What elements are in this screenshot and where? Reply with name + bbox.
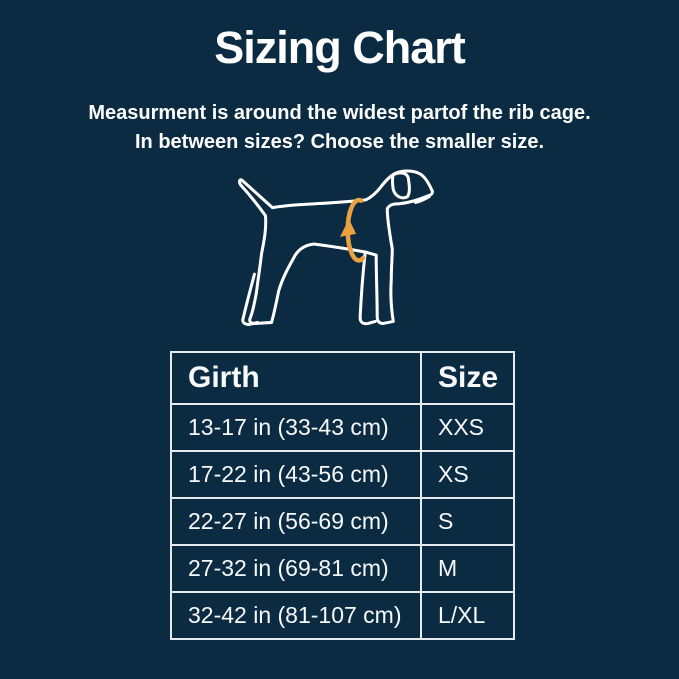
page-title: Sizing Chart — [214, 22, 466, 73]
subtitle-line-1: Measurment is around the widest partof t… — [88, 102, 591, 124]
subtitle-line-2: In between sizes? Choose the smaller siz… — [134, 131, 545, 153]
dog-far-hind-leg — [241, 272, 259, 326]
size-table-header-row: Girth Size — [170, 351, 515, 405]
size-cell: XS — [420, 450, 515, 499]
dog-outline-icon — [238, 169, 435, 325]
girth-cell: 27-32 in (69-81 cm) — [170, 544, 422, 593]
size-cell: XXS — [420, 403, 515, 452]
table-row: 32-42 in (81-107 cm) L/XL — [170, 591, 515, 640]
size-table-header-girth: Girth — [170, 351, 422, 405]
size-table-header-size: Size — [420, 351, 515, 405]
size-cell: S — [420, 497, 515, 546]
table-row: 13-17 in (33-43 cm) XXS — [170, 403, 515, 452]
table-row: 22-27 in (56-69 cm) S — [170, 497, 515, 546]
size-table: Girth Size 13-17 in (33-43 cm) XXS 17-22… — [170, 351, 515, 640]
girth-cell: 13-17 in (33-43 cm) — [170, 403, 422, 452]
dog-girth-illustration — [238, 169, 435, 326]
girth-cell: 17-22 in (43-56 cm) — [170, 450, 422, 499]
girth-cell: 32-42 in (81-107 cm) — [170, 591, 422, 640]
size-cell: L/XL — [420, 591, 515, 640]
table-row: 27-32 in (69-81 cm) M — [170, 544, 515, 593]
dog-ear — [391, 171, 411, 200]
dog-mouth-line — [414, 195, 431, 204]
dog-far-front-leg — [358, 251, 377, 326]
measuring-tape-arrowhead-icon — [339, 218, 357, 237]
girth-cell: 22-27 in (56-69 cm) — [170, 497, 422, 546]
subtitle: Measurment is around the widest partof t… — [0, 99, 679, 157]
table-row: 17-22 in (43-56 cm) XS — [170, 450, 515, 499]
size-cell: M — [420, 544, 515, 593]
